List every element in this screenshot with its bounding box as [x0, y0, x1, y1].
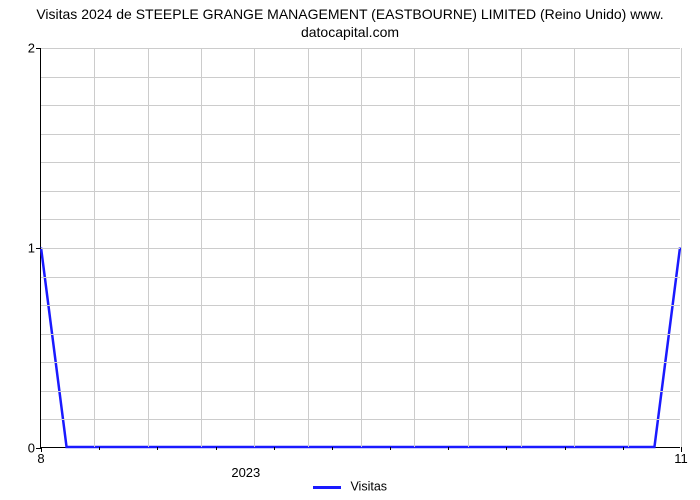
legend-label: Visitas	[350, 480, 387, 494]
ytick-label: 2	[28, 41, 41, 56]
xtick-label: 8	[37, 447, 44, 466]
vgrid	[521, 48, 522, 447]
xminor-tick	[623, 447, 624, 450]
xminor-tick	[390, 447, 391, 450]
xtick-label: 11	[674, 447, 688, 466]
xminor-tick	[274, 447, 275, 450]
ytick-label: 1	[28, 241, 41, 256]
xminor-tick	[216, 447, 217, 450]
legend-swatch	[313, 486, 341, 489]
vgrid	[254, 48, 255, 447]
vgrid	[681, 48, 682, 447]
xminor-tick	[448, 447, 449, 450]
vgrid	[94, 48, 95, 447]
xminor-tick	[157, 447, 158, 450]
vgrid	[201, 48, 202, 447]
xminor-tick	[332, 447, 333, 450]
chart-title-line1: Visitas 2024 de STEEPLE GRANGE MANAGEMEN…	[36, 6, 663, 22]
vgrid	[468, 48, 469, 447]
chart-title: Visitas 2024 de STEEPLE GRANGE MANAGEMEN…	[0, 6, 700, 41]
vgrid	[308, 48, 309, 447]
vgrid	[574, 48, 575, 447]
vgrid	[148, 48, 149, 447]
vgrid	[414, 48, 415, 447]
vgrid	[361, 48, 362, 447]
xtick-year-label: 2023	[231, 447, 260, 480]
xminor-tick	[506, 447, 507, 450]
xminor-tick	[99, 447, 100, 450]
vgrid	[628, 48, 629, 447]
xminor-tick	[565, 447, 566, 450]
legend: Visitas	[0, 479, 700, 494]
chart-title-line2: datocapital.com	[301, 24, 399, 40]
plot-area: 0128112023	[40, 48, 680, 448]
